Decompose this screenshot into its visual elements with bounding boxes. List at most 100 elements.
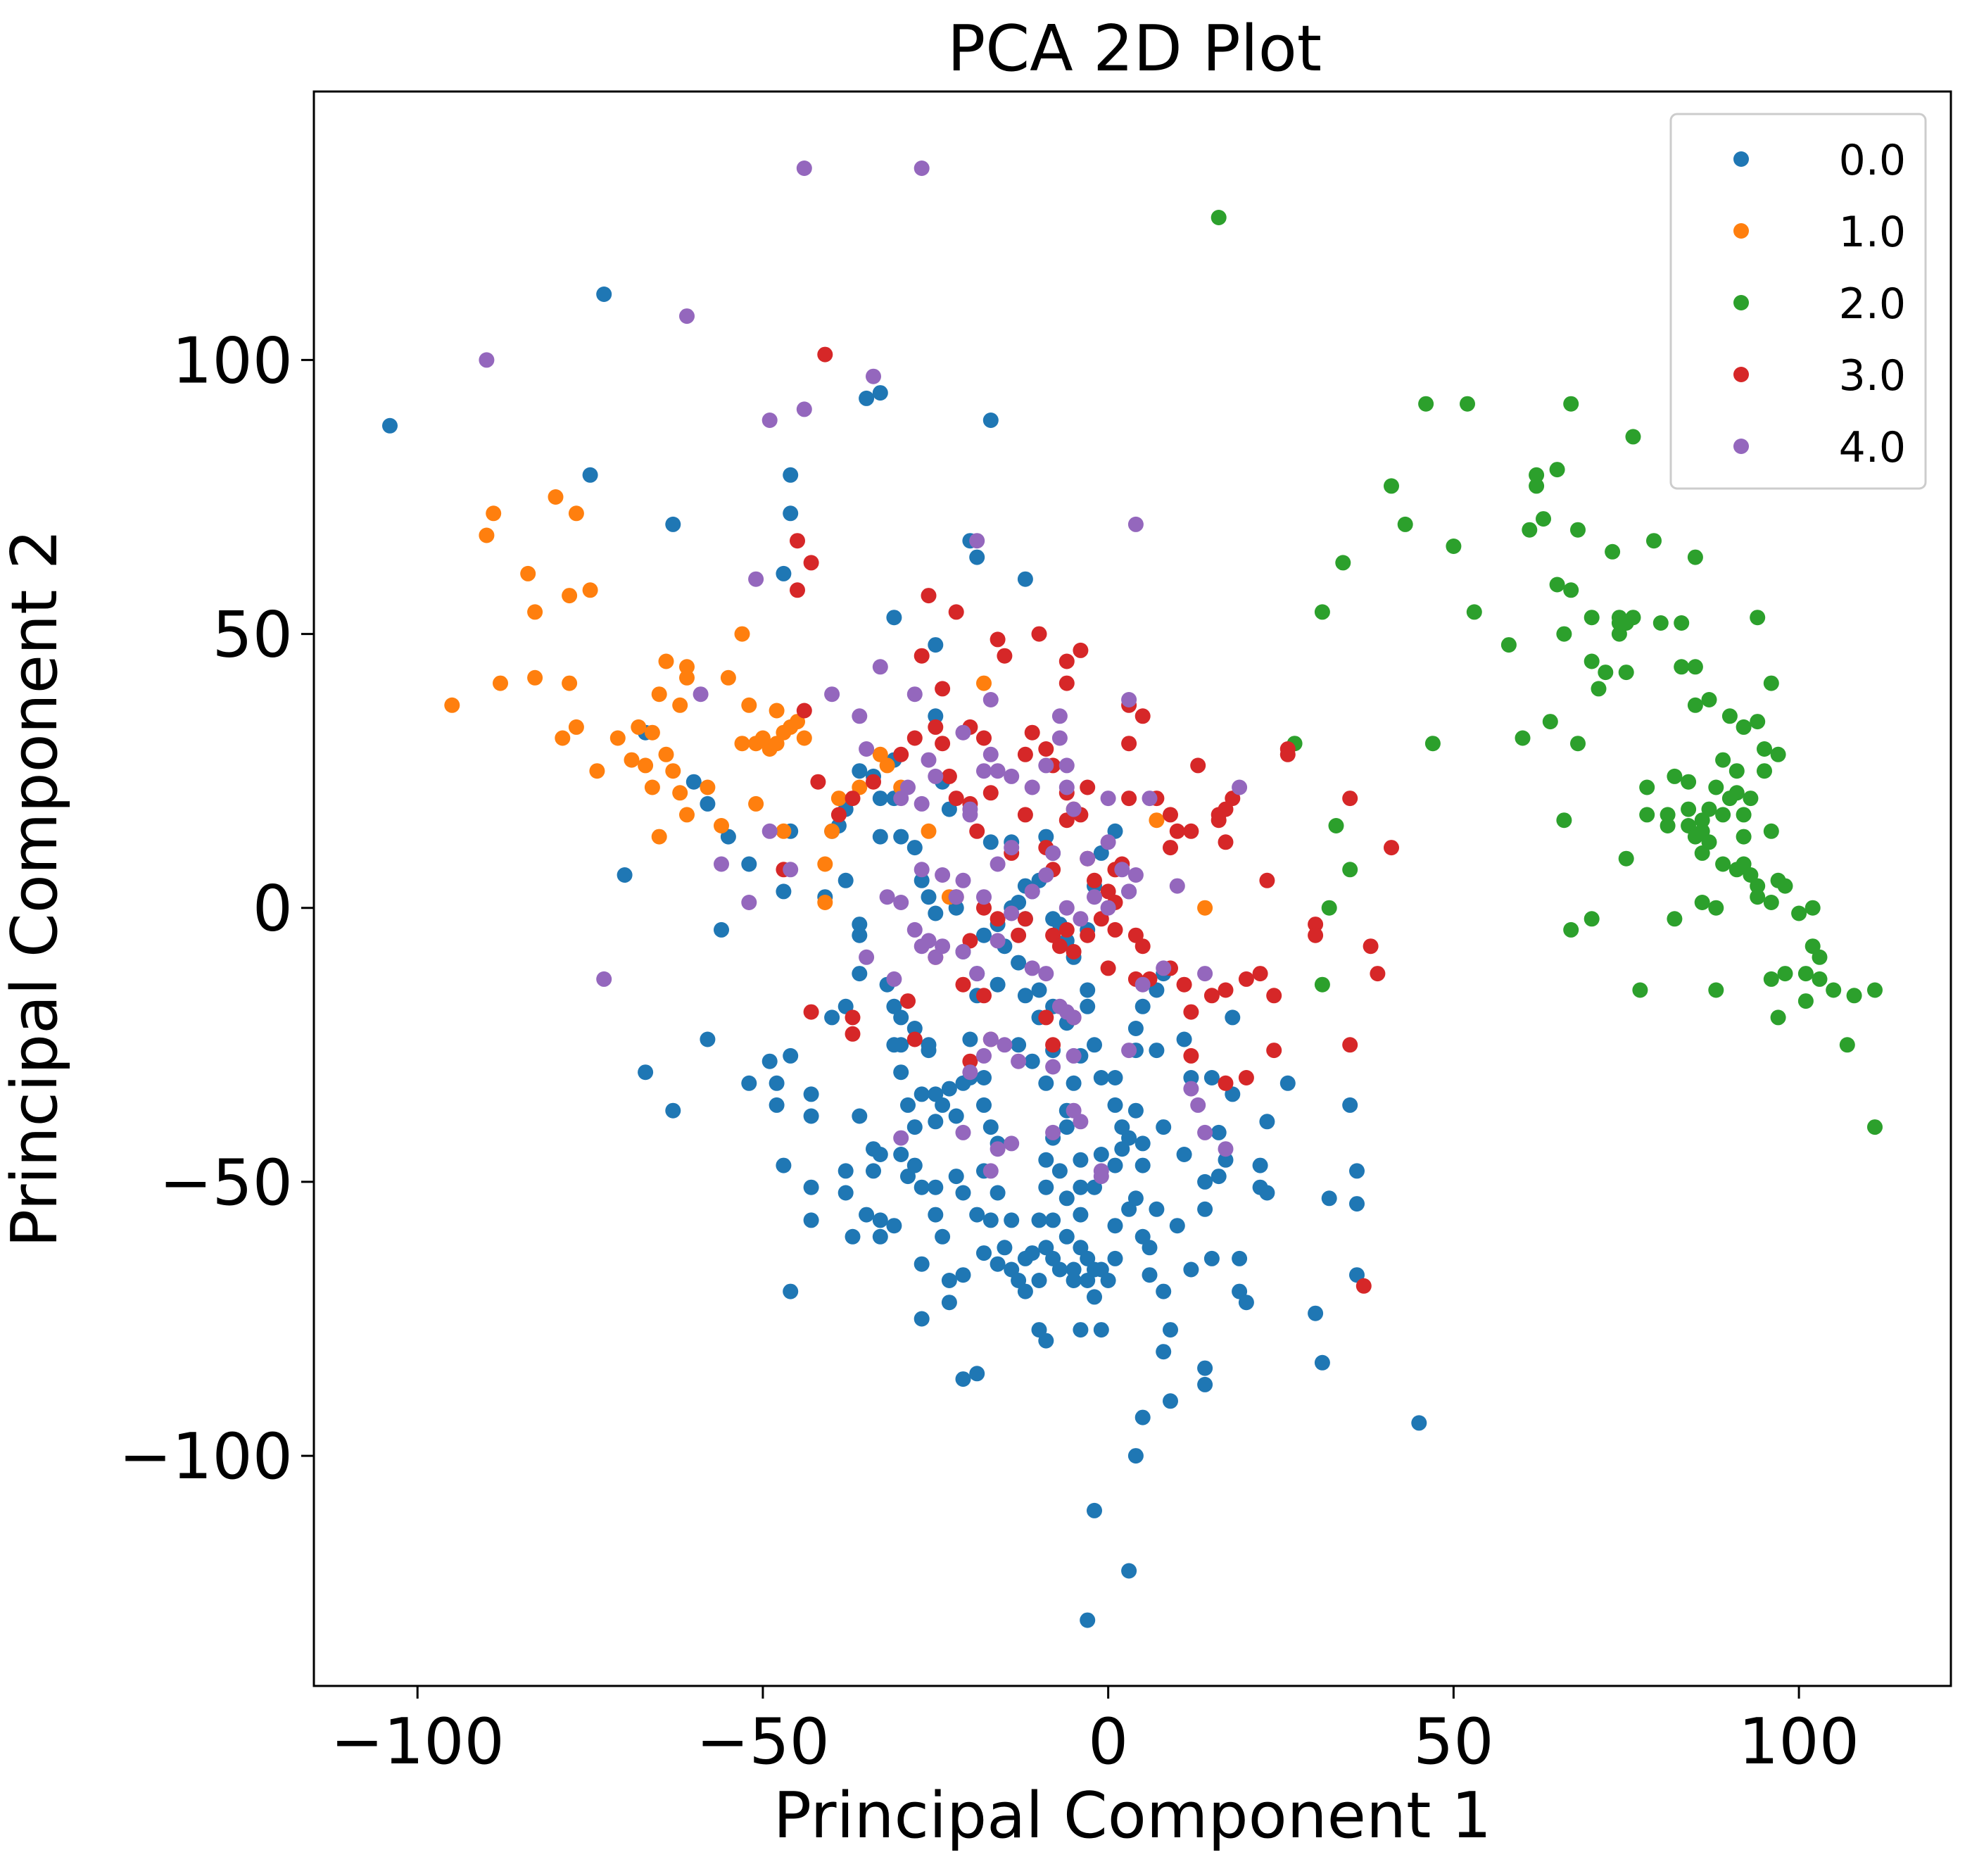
data-point [1134,976,1151,993]
data-point [1134,998,1151,1014]
data-point [1058,675,1075,691]
data-point [914,1179,930,1195]
data-point [1715,807,1731,823]
data-point [1100,900,1116,916]
data-point [1522,522,1538,538]
data-point [962,1053,978,1069]
data-point [1750,889,1766,905]
data-point [1163,1322,1178,1338]
data-point [1736,829,1752,845]
data-point [1183,823,1199,839]
data-point [1024,724,1040,741]
data-point [817,895,833,910]
data-point [1004,1212,1020,1228]
legend: 0.0 1.0 2.0 3.0 4.0 [1669,113,1927,490]
x-axis-label: Principal Component 1 [773,1779,1492,1853]
data-point [685,774,702,790]
data-point [1321,1190,1337,1207]
data-point [1549,462,1565,478]
data-point [1100,960,1116,976]
data-point [1051,730,1068,746]
data-point [935,1228,951,1245]
data-point [714,818,729,833]
data-point [830,791,847,807]
data-point [568,719,584,735]
data-point [982,1031,999,1047]
data-point [893,829,909,845]
data-point [638,1064,654,1081]
data-point [1211,1124,1227,1140]
data-point [1826,982,1842,998]
data-point [658,746,674,762]
data-point [761,1053,778,1069]
data-point [1127,1190,1144,1207]
data-point [1058,900,1075,916]
series-4-points [479,160,1248,1185]
data-point [1681,801,1697,817]
x-tick-label: 50 [1413,1705,1494,1779]
data-point [1073,911,1089,927]
data-point [644,724,660,741]
data-point [1500,637,1517,653]
data-point [1017,571,1033,587]
data-point [1114,1119,1130,1135]
data-point [1211,807,1227,823]
data-point [714,856,729,872]
data-point [935,681,951,697]
data-point [1107,921,1123,938]
data-point [935,736,951,752]
data-point [1163,807,1178,823]
data-point [700,779,716,795]
data-point [928,768,944,784]
data-point [1100,1273,1116,1288]
data-point [928,905,944,921]
data-point [1058,653,1075,669]
x-tick-label: −50 [696,1705,830,1779]
data-point [1321,900,1337,916]
data-point [852,917,868,933]
data-point [1598,665,1614,681]
data-point [997,1240,1013,1256]
data-point [948,604,964,620]
data-point [1384,478,1399,494]
legend-label: 3.0 [1839,351,1906,401]
data-point [1087,889,1102,905]
data-point [1770,746,1786,762]
data-point [769,1097,785,1113]
data-point [969,823,985,839]
data-point [1183,1081,1199,1097]
data-point [1038,867,1054,883]
data-point [783,862,799,878]
data-point [982,413,999,428]
data-point [1038,1240,1054,1256]
data-point [852,966,868,982]
data-point [1183,1047,1199,1064]
data-point [1625,610,1641,626]
data-point [1017,807,1033,823]
data-point [1156,1283,1172,1299]
data-point [1093,1147,1109,1162]
data-point [1073,642,1089,658]
y-tick-label: 100 [172,324,293,398]
data-point [1197,1173,1213,1190]
data-point [679,308,695,325]
data-point [1556,626,1572,642]
data-point [1107,1070,1123,1085]
data-point [948,889,964,905]
data-point [1839,1037,1855,1053]
series-2-points [1211,210,1883,1135]
data-point [562,588,578,604]
data-point [1149,982,1165,998]
data-point [1017,988,1033,1004]
data-point [582,467,598,483]
data-point [1681,774,1697,790]
data-point [776,565,792,581]
data-point [1563,921,1579,938]
data-point [1846,988,1862,1004]
data-point [1763,895,1779,910]
data-point [1038,966,1054,982]
data-point [1183,1261,1199,1278]
data-point [1542,714,1558,730]
data-point [962,1064,978,1081]
data-point [665,763,681,779]
